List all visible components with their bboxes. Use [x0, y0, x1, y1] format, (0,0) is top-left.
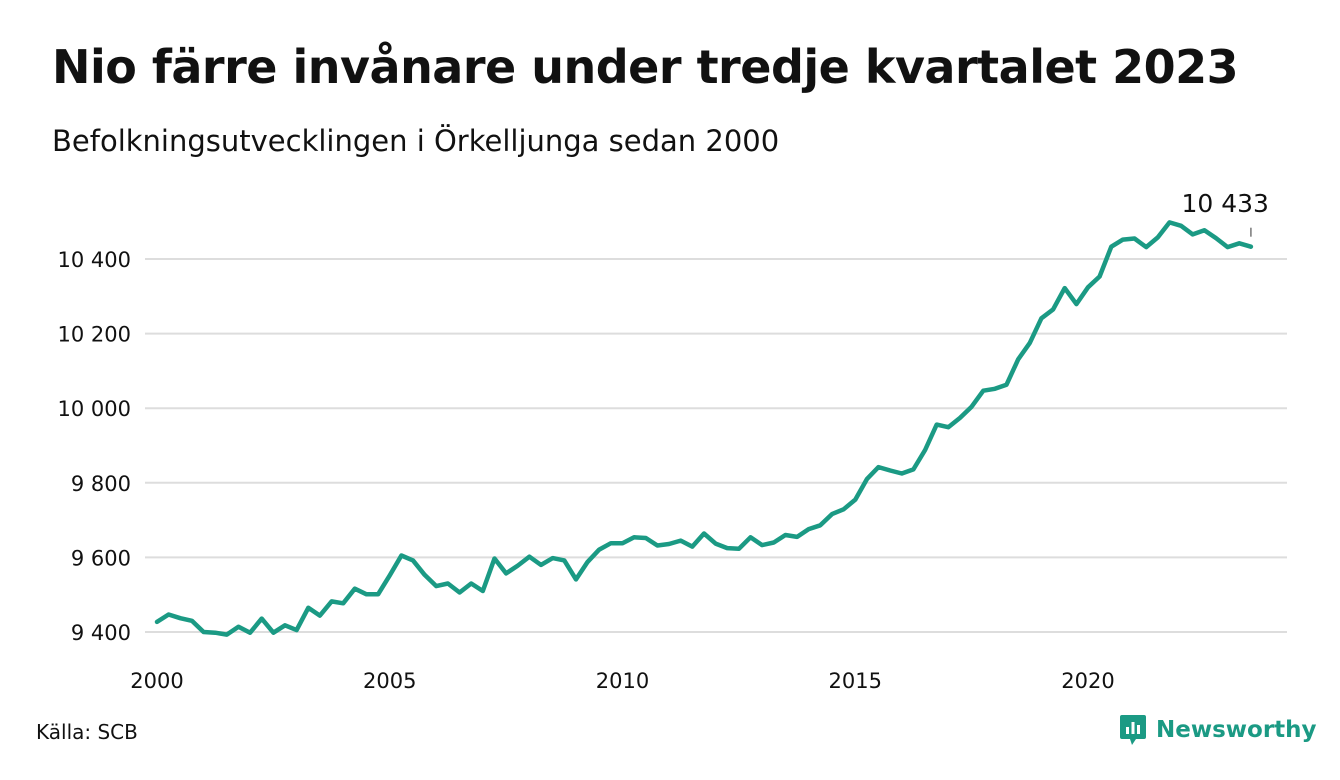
x-tick-label: 2015 [829, 669, 882, 693]
newsworthy-logo-icon [1120, 715, 1146, 745]
y-tick-label: 10 400 [58, 248, 131, 272]
x-axis: 2000 2005 2010 2015 2020 [130, 669, 1114, 693]
y-tick-label: 10 200 [58, 323, 131, 347]
y-axis: 9 400 9 600 9 800 10 000 10 200 10 400 [58, 248, 131, 645]
chart-subtitle: Befolkningsutvecklingen i Örkelljunga se… [52, 124, 780, 158]
x-tick-label: 2005 [363, 669, 416, 693]
chart-title: Nio färre invånare under tredje kvartale… [52, 40, 1239, 94]
last-value-label: 10 433 [1181, 189, 1268, 218]
x-tick-label: 2000 [130, 669, 183, 693]
y-tick-label: 9 400 [71, 621, 131, 645]
annotation-layer: 10 433 [1181, 189, 1269, 237]
brand-logo[interactable]: Newsworthy [1118, 712, 1317, 748]
gridlines [145, 258, 1287, 633]
x-tick-label: 2010 [596, 669, 649, 693]
x-tick-label: 2020 [1061, 669, 1114, 693]
y-tick-label: 9 800 [71, 472, 131, 496]
source-note: Källa: SCB [36, 720, 138, 744]
y-tick-label: 10 000 [58, 397, 131, 421]
brand-name: Newsworthy [1156, 717, 1317, 743]
series-line [154, 220, 1254, 637]
series-layer [154, 220, 1254, 637]
y-tick-label: 9 600 [71, 546, 131, 570]
